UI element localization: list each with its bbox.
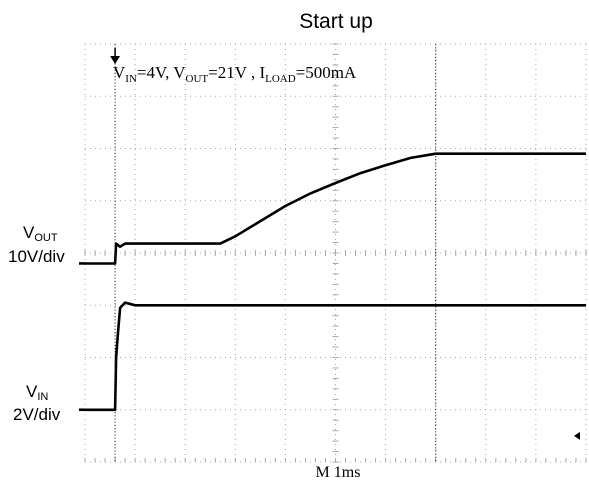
vin-scale-label: 2V/div (13, 405, 61, 424)
annotation-iload-value: =500mA (296, 63, 357, 82)
vout-label-sub: OUT (34, 232, 58, 244)
annotation-vout-sub: OUT (186, 73, 209, 85)
annotation-vin-sub: IN (125, 73, 137, 85)
trigger-level-marker-icon (574, 431, 580, 440)
vin-label-main: V (26, 382, 38, 401)
vout-label-main: V (23, 223, 35, 242)
vin-channel-label: VIN (26, 382, 48, 403)
annotation-iload-sub: LOAD (265, 73, 296, 85)
chart-title: Start up (299, 10, 373, 33)
annotation-vin-prefix: V (113, 63, 126, 82)
vout-trace (85, 152, 586, 265)
vout-scale-label: 10V/div (8, 247, 65, 266)
conditions-annotation: VIN=4V, VOUT=21V , ILOAD=500mA (113, 63, 357, 85)
vout-channel-label: VOUT (23, 223, 58, 244)
scope-grid (84, 43, 587, 463)
vin-trace (85, 301, 586, 412)
marker-layer (79, 44, 580, 462)
trace-layer (85, 152, 586, 412)
annotation-vin-value: =4V, V (137, 63, 186, 82)
annotation-vout-value: =21V , I (208, 63, 265, 82)
trigger-marker-icon (110, 56, 121, 64)
vin-label-sub: IN (37, 391, 48, 403)
timebase-label: M 1ms (316, 464, 361, 481)
